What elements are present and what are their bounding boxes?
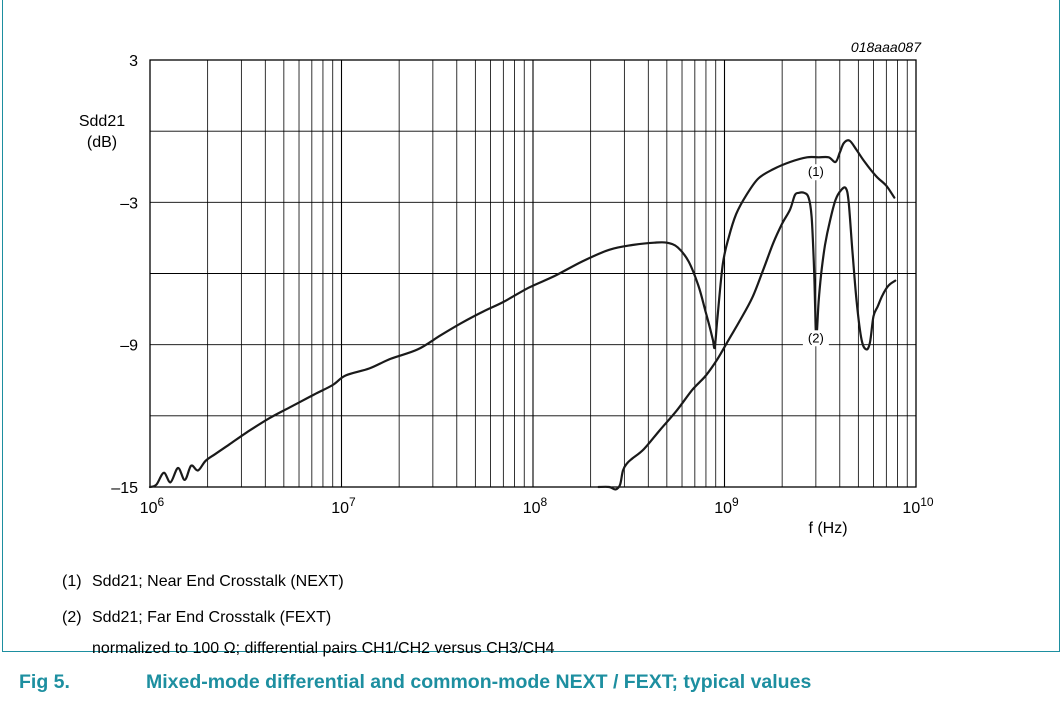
note-3: normalized to 100 Ω; differential pairs … xyxy=(62,639,555,659)
y-tick-label: –9 xyxy=(120,338,138,355)
x-tick-label: 107 xyxy=(331,495,356,517)
y-axis-unit: (dB) xyxy=(87,134,117,151)
x-tick-label: 109 xyxy=(714,495,739,517)
series-label-1: (1) xyxy=(808,164,824,179)
note-1-number: (1) xyxy=(62,573,82,590)
x-tick-label: 106 xyxy=(140,495,165,517)
note-2-number: (2) xyxy=(62,609,82,626)
note-2: (2) Sdd21; Far End Crosstalk (FEXT) xyxy=(62,608,331,628)
y-tick-label: 3 xyxy=(129,53,138,70)
series-label-bg-2 xyxy=(802,330,829,347)
x-axis-label: f (Hz) xyxy=(808,520,847,537)
figure-code: 018aaa087 xyxy=(851,39,922,55)
series-label-2: (2) xyxy=(808,330,824,345)
series-label-bg-1 xyxy=(802,164,829,181)
plot-area-border xyxy=(149,59,917,488)
figure-title: Mixed-mode differential and common-mode … xyxy=(146,671,812,693)
y-tick-label: –3 xyxy=(120,195,138,212)
x-tick-label: 108 xyxy=(523,495,548,517)
x-tick-label: 1010 xyxy=(902,495,933,517)
y-axis-label: Sdd21 xyxy=(79,113,125,130)
figure-frame xyxy=(2,0,1060,652)
series-line-1 xyxy=(148,139,896,489)
note-1-text: Sdd21; Near End Crosstalk (NEXT) xyxy=(92,573,344,590)
series-line-2 xyxy=(597,186,897,491)
note-3-text: normalized to 100 Ω; differential pairs … xyxy=(92,640,555,657)
figure-label: Fig 5. xyxy=(19,671,70,693)
major-gridlines xyxy=(150,60,916,487)
note-1: (1) Sdd21; Near End Crosstalk (NEXT) xyxy=(62,572,344,592)
figure-caption: Fig 5. Mixed-mode differential and common… xyxy=(19,671,811,694)
y-tick-label: –15 xyxy=(111,480,138,497)
series-layer: (1) (2) xyxy=(148,139,897,491)
note-2-text: Sdd21; Far End Crosstalk (FEXT) xyxy=(92,609,332,626)
